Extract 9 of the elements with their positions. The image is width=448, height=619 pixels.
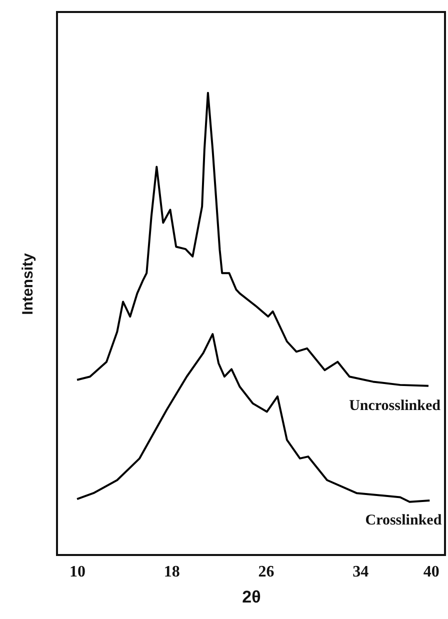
x-axis-title: 2θ bbox=[242, 588, 261, 606]
x-tick-label: 26 bbox=[258, 564, 274, 580]
series-label: Uncrosslinked bbox=[349, 398, 442, 414]
y-axis-title: Intensity bbox=[20, 252, 36, 315]
series-label: Crosslinked bbox=[365, 512, 442, 528]
x-tick-label: 18 bbox=[164, 564, 180, 580]
x-tick-label: 40 bbox=[423, 564, 440, 580]
x-tick-label: 34 bbox=[352, 564, 369, 580]
x-tick-label: 10 bbox=[70, 564, 86, 580]
